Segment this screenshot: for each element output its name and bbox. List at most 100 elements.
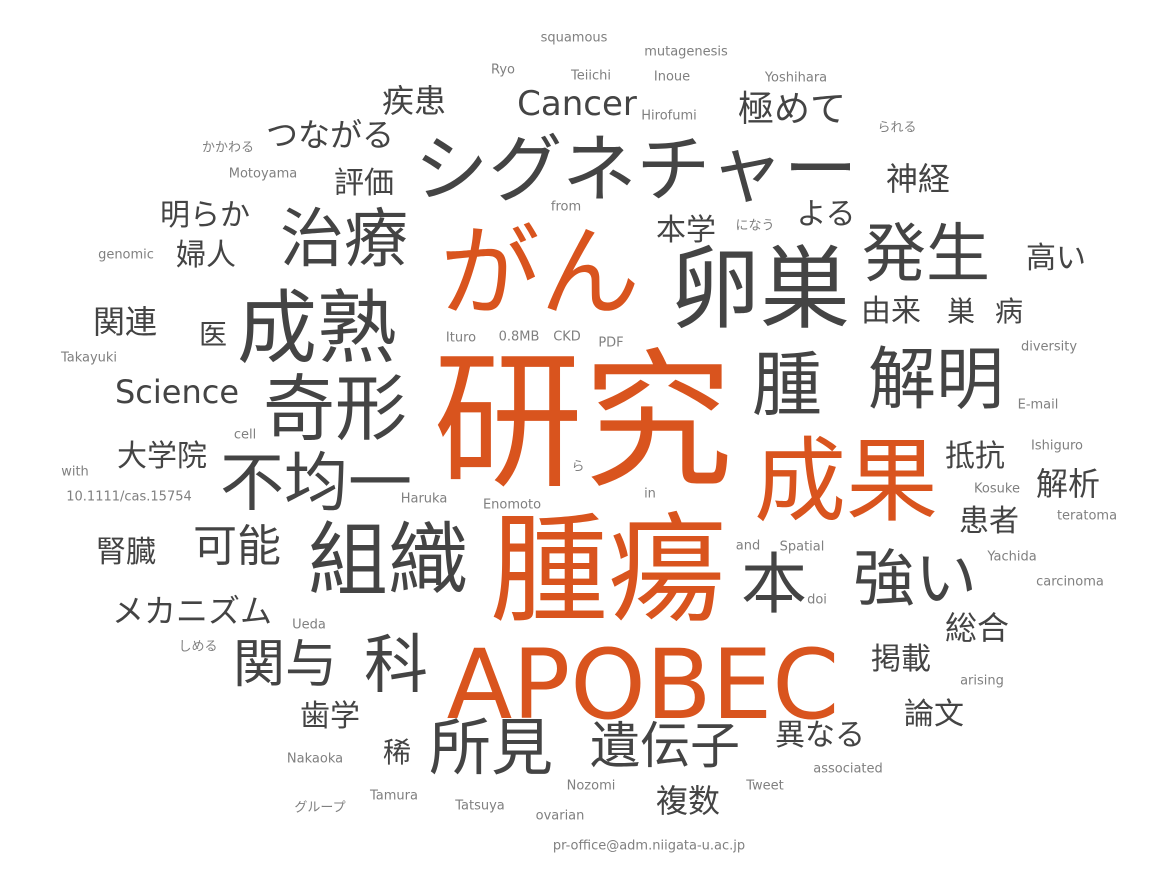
cloud-word: 大学院 — [117, 439, 207, 474]
cloud-word: 腎臓 — [96, 535, 156, 570]
cloud-word: Ituro — [445, 330, 477, 346]
cloud-word: 極めて — [737, 89, 847, 130]
cloud-word: 強い — [852, 542, 978, 615]
cloud-word: Kosuke — [974, 481, 1020, 497]
cloud-word: 本学 — [656, 213, 716, 248]
cloud-word: 所見 — [428, 711, 554, 784]
cloud-word: 神経 — [885, 160, 951, 198]
cloud-word: しめる — [178, 639, 218, 655]
cloud-word: 科 — [364, 629, 428, 703]
cloud-word: グループ — [294, 800, 346, 816]
cloud-word: 可能 — [193, 521, 281, 572]
cloud-word: 成熟 — [237, 282, 397, 375]
cloud-word: Motoyama — [228, 166, 298, 182]
cloud-word: つながる — [265, 116, 395, 154]
cloud-word: 10.1111/cas.15754 — [66, 489, 192, 505]
cloud-word: 本 — [741, 546, 807, 623]
cloud-word: 婦人 — [176, 238, 236, 273]
cloud-word: genomic — [98, 247, 154, 263]
cloud-word: 由来 — [861, 294, 921, 329]
cloud-word: from — [550, 199, 582, 215]
cloud-word: 治療 — [280, 203, 408, 277]
cloud-word: squamous — [540, 30, 608, 46]
cloud-word: 抵抗 — [945, 439, 1005, 474]
cloud-word: 複数 — [655, 782, 721, 820]
cloud-word: 稀 — [382, 736, 412, 769]
cloud-word: 歯学 — [300, 699, 360, 734]
cloud-word: 疾患 — [381, 82, 447, 120]
cloud-word: cell — [233, 427, 257, 443]
cloud-word: られる — [877, 120, 917, 136]
cloud-word: Hirofumi — [641, 108, 697, 124]
cloud-word: mutagenesis — [644, 44, 728, 60]
cloud-word: 卵巣 — [670, 237, 850, 342]
cloud-word: Yachida — [987, 549, 1037, 565]
cloud-word: Spatial — [779, 539, 825, 555]
cloud-word: メカニズム — [111, 592, 273, 630]
cloud-word: 組織 — [308, 514, 468, 607]
cloud-word: 研究 — [432, 336, 734, 510]
cloud-word: Haruka — [400, 491, 448, 507]
cloud-word: 巣 — [946, 295, 976, 328]
cloud-word: Nakaoka — [286, 751, 344, 767]
cloud-word: Tamura — [370, 788, 418, 804]
cloud-word: 腫 — [752, 344, 822, 426]
cloud-word: 解明 — [867, 341, 1005, 420]
cloud-word: 発生 — [862, 218, 990, 292]
cloud-word: かかわる — [201, 140, 255, 156]
cloud-word: Nozomi — [566, 778, 616, 794]
cloud-word: ら — [571, 459, 585, 475]
cloud-word: Tweet — [746, 778, 784, 794]
cloud-word: 患者 — [959, 504, 1019, 539]
cloud-word: 奇形 — [262, 367, 408, 451]
cloud-word: pr-office@adm.niigata-u.ac.jp — [552, 838, 746, 854]
cloud-word: Yoshihara — [764, 70, 828, 86]
cloud-word: 評価 — [334, 166, 394, 201]
cloud-word: 病 — [994, 295, 1024, 328]
cloud-word: Teiichi — [571, 68, 611, 84]
cloud-word: with — [61, 464, 89, 480]
cloud-word: 論文 — [904, 697, 964, 732]
cloud-word: ovarian — [535, 808, 585, 824]
cloud-word: Ueda — [292, 617, 326, 633]
cloud-word: Takayuki — [60, 350, 118, 366]
cloud-word: 腫瘍 — [489, 501, 727, 639]
cloud-word: arising — [960, 673, 1004, 689]
cloud-word: doi — [807, 592, 827, 608]
cloud-word: Tatsuya — [455, 798, 505, 814]
cloud-word: 0.8MB — [498, 329, 540, 345]
cloud-word: diversity — [1020, 339, 1078, 355]
cloud-word: 遺伝子 — [590, 717, 740, 775]
cloud-word: 総合 — [944, 609, 1010, 647]
cloud-word: APOBEC — [446, 629, 840, 741]
cloud-word: 医 — [198, 318, 228, 351]
cloud-word: 解析 — [1035, 465, 1101, 503]
cloud-word: がん — [440, 214, 640, 331]
cloud-word: になう — [735, 218, 775, 234]
cloud-word: E-mail — [1017, 397, 1059, 413]
cloud-word: associated — [813, 761, 883, 777]
cloud-word: 明らか — [160, 198, 250, 233]
cloud-word: PDF — [598, 335, 624, 351]
cloud-word: よる — [796, 197, 856, 232]
cloud-word: Science — [114, 373, 240, 411]
cloud-word: Inoue — [653, 69, 691, 85]
cloud-word: 高い — [1026, 241, 1086, 276]
cloud-word: in — [644, 486, 656, 502]
cloud-word: Ryo — [491, 62, 515, 78]
cloud-word: Cancer — [517, 84, 637, 124]
cloud-word: 成果 — [753, 428, 939, 535]
cloud-word: Ishiguro — [1031, 438, 1083, 454]
cloud-word: teratoma — [1056, 508, 1118, 524]
cloud-word: Enomoto — [482, 497, 542, 513]
cloud-word: 関連 — [92, 303, 158, 341]
cloud-word: 不均一 — [220, 447, 412, 521]
cloud-word: シグネチャー — [414, 127, 858, 213]
cloud-word: 掲載 — [871, 642, 931, 677]
cloud-word: CKD — [553, 329, 581, 345]
cloud-word: 関与 — [232, 635, 338, 695]
cloud-word: 異なる — [775, 718, 865, 753]
cloud-word: carcinoma — [1036, 574, 1104, 590]
cloud-word: and — [735, 538, 761, 554]
